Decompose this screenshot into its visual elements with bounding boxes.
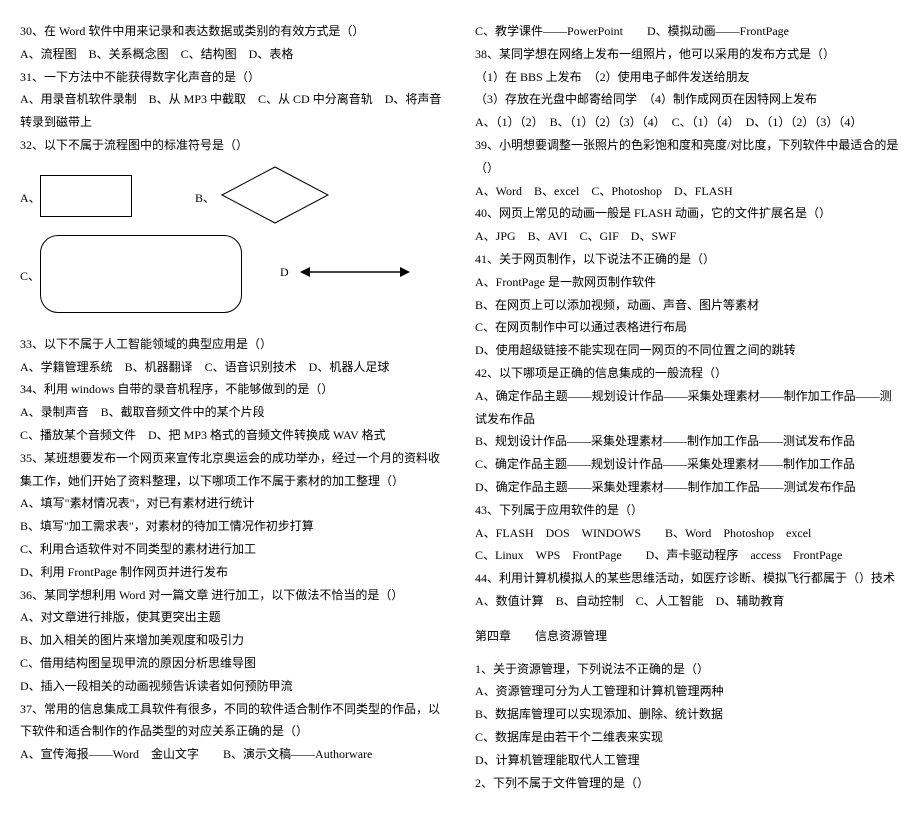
q42: 42、以下哪项是正确的信息集成的一般流程（）: [475, 362, 900, 385]
q31: 31、一下方法中不能获得数字化声音的是（）: [20, 66, 445, 89]
q38: 38、某同学想在网络上发布一组照片，他可以采用的发布方式是（）: [475, 43, 900, 66]
q35-option-a: A、填写"素材情况表"，对已有素材进行统计: [20, 492, 445, 515]
q42-option-a: A、确定作品主题——规划设计作品——采集处理素材——制作加工作品——测试发布作品: [475, 385, 900, 431]
ch4-q1-option-d: D、计算机管理能取代人工管理: [475, 749, 900, 772]
right-column: C、教学课件——PowerPoint D、模拟动画——FrontPage 38、…: [475, 20, 900, 794]
q42-option-b: B、规划设计作品——采集处理素材——制作加工作品——测试发布作品: [475, 430, 900, 453]
q40: 40、网页上常见的动画一般是 FLASH 动画，它的文件扩展名是（）: [475, 202, 900, 225]
ch4-q1: 1、关于资源管理，下列说法不正确的是（）: [475, 658, 900, 681]
q43: 43、下列属于应用软件的是（）: [475, 499, 900, 522]
q36-option-a: A、对文章进行排版，使其更突出主题: [20, 606, 445, 629]
q42-option-c: C、确定作品主题——规划设计作品——采集处理素材——制作加工作品: [475, 453, 900, 476]
q37-option-ab: A、宣传海报——Word 金山文字 B、演示文稿——Authorware: [20, 743, 445, 766]
ch4-q1-option-b: B、数据库管理可以实现添加、删除、统计数据: [475, 703, 900, 726]
rectangle-shape: [40, 175, 132, 217]
q36-option-d: D、插入一段相关的动画视频告诉读者如何预防甲流: [20, 675, 445, 698]
q44-options: A、数值计算 B、自动控制 C、人工智能 D、辅助教育: [475, 590, 900, 613]
q43-option-cd: C、Linux WPS FrontPage D、声卡驱动程序 access Fr…: [475, 544, 900, 567]
q34-option-ab: A、录制声音 B、截取音频文件中的某个片段: [20, 401, 445, 424]
q34: 34、利用 windows 自带的录音机程序，不能够做到的是（）: [20, 378, 445, 401]
double-arrow-shape: [300, 265, 410, 279]
option-c-label: C、: [20, 265, 40, 288]
q39-options: A、Word B、excel C、Photoshop D、FLASH: [475, 180, 900, 203]
ch4-q1-option-a: A、资源管理可分为人工管理和计算机管理两种: [475, 680, 900, 703]
q41-option-d: D、使用超级链接不能实现在同一网页的不同位置之间的跳转: [475, 339, 900, 362]
q43-option-ab: A、FLASH DOS WINDOWS B、Word Photoshop exc…: [475, 522, 900, 545]
option-a-label: A、: [20, 187, 41, 210]
rounded-rect-shape: [40, 235, 242, 313]
q35: 35、某班想要发布一个网页来宣传北京奥运会的成功举办，经过一个月的资料收集工作，…: [20, 447, 445, 493]
q35-option-c: C、利用合适软件对不同类型的素材进行加工: [20, 538, 445, 561]
q32: 32、以下不属于流程图中的标准符号是（）: [20, 134, 445, 157]
q36: 36、某同学想利用 Word 对一篇文章 进行加工，以下做法不恰当的是（）: [20, 584, 445, 607]
flowchart-symbols-diagram: A、 B、 C、 D: [20, 165, 445, 325]
ch4-q1-option-c: C、数据库是由若干个二维表来实现: [475, 726, 900, 749]
ch4-q2: 2、下列不属于文件管理的是（）: [475, 772, 900, 795]
q31-options: A、用录音机软件录制 B、从 MP3 中截取 C、从 CD 中分离音轨 D、将声…: [20, 88, 445, 134]
q33: 33、以下不属于人工智能领域的典型应用是（）: [20, 333, 445, 356]
q40-options: A、JPG B、AVI C、GIF D、SWF: [475, 225, 900, 248]
q41: 41、关于网页制作，以下说法不正确的是（）: [475, 248, 900, 271]
q34-option-cd: C、播放某个音频文件 D、把 MP3 格式的音频文件转换成 WAV 格式: [20, 424, 445, 447]
q30-options: A、流程图 B、关系概念图 C、结构图 D、表格: [20, 43, 445, 66]
q38-options: A、（1）（2） B、（1）（2）（3）（4） C、（1）（4） D、（1）（2…: [475, 111, 900, 134]
q44: 44、利用计算机模拟人的某些思维活动，如医疗诊断、模拟飞行都属于（）技术: [475, 567, 900, 590]
left-column: 30、在 Word 软件中用来记录和表达数据或类别的有效方式是（） A、流程图 …: [20, 20, 445, 794]
q37-option-cd: C、教学课件——PowerPoint D、模拟动画——FrontPage: [475, 20, 900, 43]
q41-option-c: C、在网页制作中可以通过表格进行布局: [475, 316, 900, 339]
q41-option-a: A、FrontPage 是一款网页制作软件: [475, 271, 900, 294]
q36-option-c: C、借用结构图呈现甲流的原因分析思维导图: [20, 652, 445, 675]
q33-options: A、学籍管理系统 B、机器翻译 C、语音识别技术 D、机器人足球: [20, 356, 445, 379]
option-d-label: D: [280, 261, 289, 284]
q39: 39、小明想要调整一张照片的色彩饱和度和亮度/对比度，下列软件中最适合的是（）: [475, 134, 900, 180]
chapter-title: 第四章 信息资源管理: [475, 625, 900, 648]
option-b-label: B、: [195, 187, 215, 210]
q42-option-d: D、确定作品主题——采集处理素材——制作加工作品——测试发布作品: [475, 476, 900, 499]
q35-option-d: D、利用 FrontPage 制作网页并进行发布: [20, 561, 445, 584]
q41-option-b: B、在网页上可以添加视频，动画、声音、图片等素材: [475, 294, 900, 317]
q35-option-b: B、填写"加工需求表"，对素材的待加工情况作初步打算: [20, 515, 445, 538]
q30: 30、在 Word 软件中用来记录和表达数据或类别的有效方式是（）: [20, 20, 445, 43]
q38-items-12: （1）在 BBS 上发布 （2）使用电子邮件发送给朋友: [475, 66, 900, 89]
diamond-shape: [220, 165, 330, 225]
q36-option-b: B、加入相关的图片来增加美观度和吸引力: [20, 629, 445, 652]
q37: 37、常用的信息集成工具软件有很多，不同的软件适合制作不同类型的作品，以下软件和…: [20, 698, 445, 744]
q38-items-34: （3）存放在光盘中邮寄给同学 （4）制作成网页在因特网上发布: [475, 88, 900, 111]
